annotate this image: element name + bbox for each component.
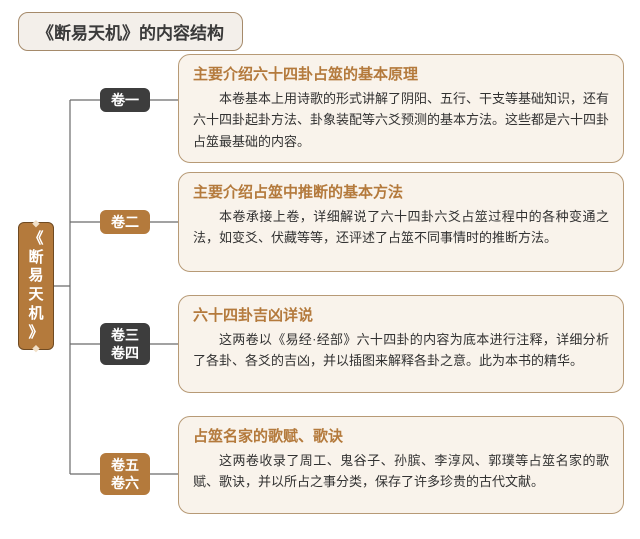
root-char-3: 易 [28, 267, 43, 286]
section-heading-2: 主要介绍占筮中推断的基本方法 [193, 181, 609, 202]
section-body-2: 本卷承接上卷，详细解说了六十四卦六爻占筮过程中的各种变通之法，如变爻、伏藏等等，… [193, 206, 609, 249]
root-node: ◆ 《 断 易 天 机 》 ◆ [18, 222, 54, 350]
root-char-5: 机 [28, 305, 43, 324]
volume-label-line: 卷三 [111, 326, 139, 344]
root-char-1: 《 [28, 230, 43, 249]
volume-label-line: 卷四 [111, 344, 139, 362]
section-heading-3: 六十四卦吉凶详说 [193, 304, 609, 325]
volume-label-line: 卷二 [111, 213, 139, 231]
section-card-2: 主要介绍占筮中推断的基本方法 本卷承接上卷，详细解说了六十四卦六爻占筮过程中的各… [178, 172, 624, 272]
section-card-3: 六十四卦吉凶详说 这两卷以《易经·经部》六十四卦的内容为底本进行注释，详细分析了… [178, 295, 624, 393]
root-ornament-bottom: ◆ [33, 344, 40, 353]
volume-label-1: 卷一 [100, 88, 150, 112]
section-body-3: 这两卷以《易经·经部》六十四卦的内容为底本进行注释，详细分析了各卦、各爻的吉凶，… [193, 329, 609, 372]
root-char-6: 》 [28, 324, 43, 343]
root-char-2: 断 [28, 249, 43, 268]
root-ornament-top: ◆ [33, 219, 40, 228]
section-body-4: 这两卷收录了周工、鬼谷子、孙膑、李淳风、郭璞等占筮名家的歌赋、歌诀，并以所占之事… [193, 450, 609, 493]
volume-label-2: 卷二 [100, 210, 150, 234]
section-heading-1: 主要介绍六十四卦占筮的基本原理 [193, 63, 609, 84]
section-card-4: 占筮名家的歌赋、歌诀 这两卷收录了周工、鬼谷子、孙膑、李淳风、郭璞等占筮名家的歌… [178, 416, 624, 514]
volume-label-line: 卷一 [111, 91, 139, 109]
volume-label-line: 卷六 [111, 474, 139, 492]
root-char-4: 天 [28, 286, 43, 305]
section-heading-4: 占筮名家的歌赋、歌诀 [193, 425, 609, 446]
volume-label-5-6: 卷五卷六 [100, 453, 150, 495]
page-title-badge: 《断易天机》的内容结构 [18, 12, 243, 51]
section-body-1: 本卷基本上用诗歌的形式讲解了阴阳、五行、干支等基础知识，还有六十四卦起卦方法、卦… [193, 88, 609, 152]
volume-label-line: 卷五 [111, 456, 139, 474]
volume-label-3-4: 卷三卷四 [100, 323, 150, 365]
section-card-1: 主要介绍六十四卦占筮的基本原理 本卷基本上用诗歌的形式讲解了阴阳、五行、干支等基… [178, 54, 624, 163]
